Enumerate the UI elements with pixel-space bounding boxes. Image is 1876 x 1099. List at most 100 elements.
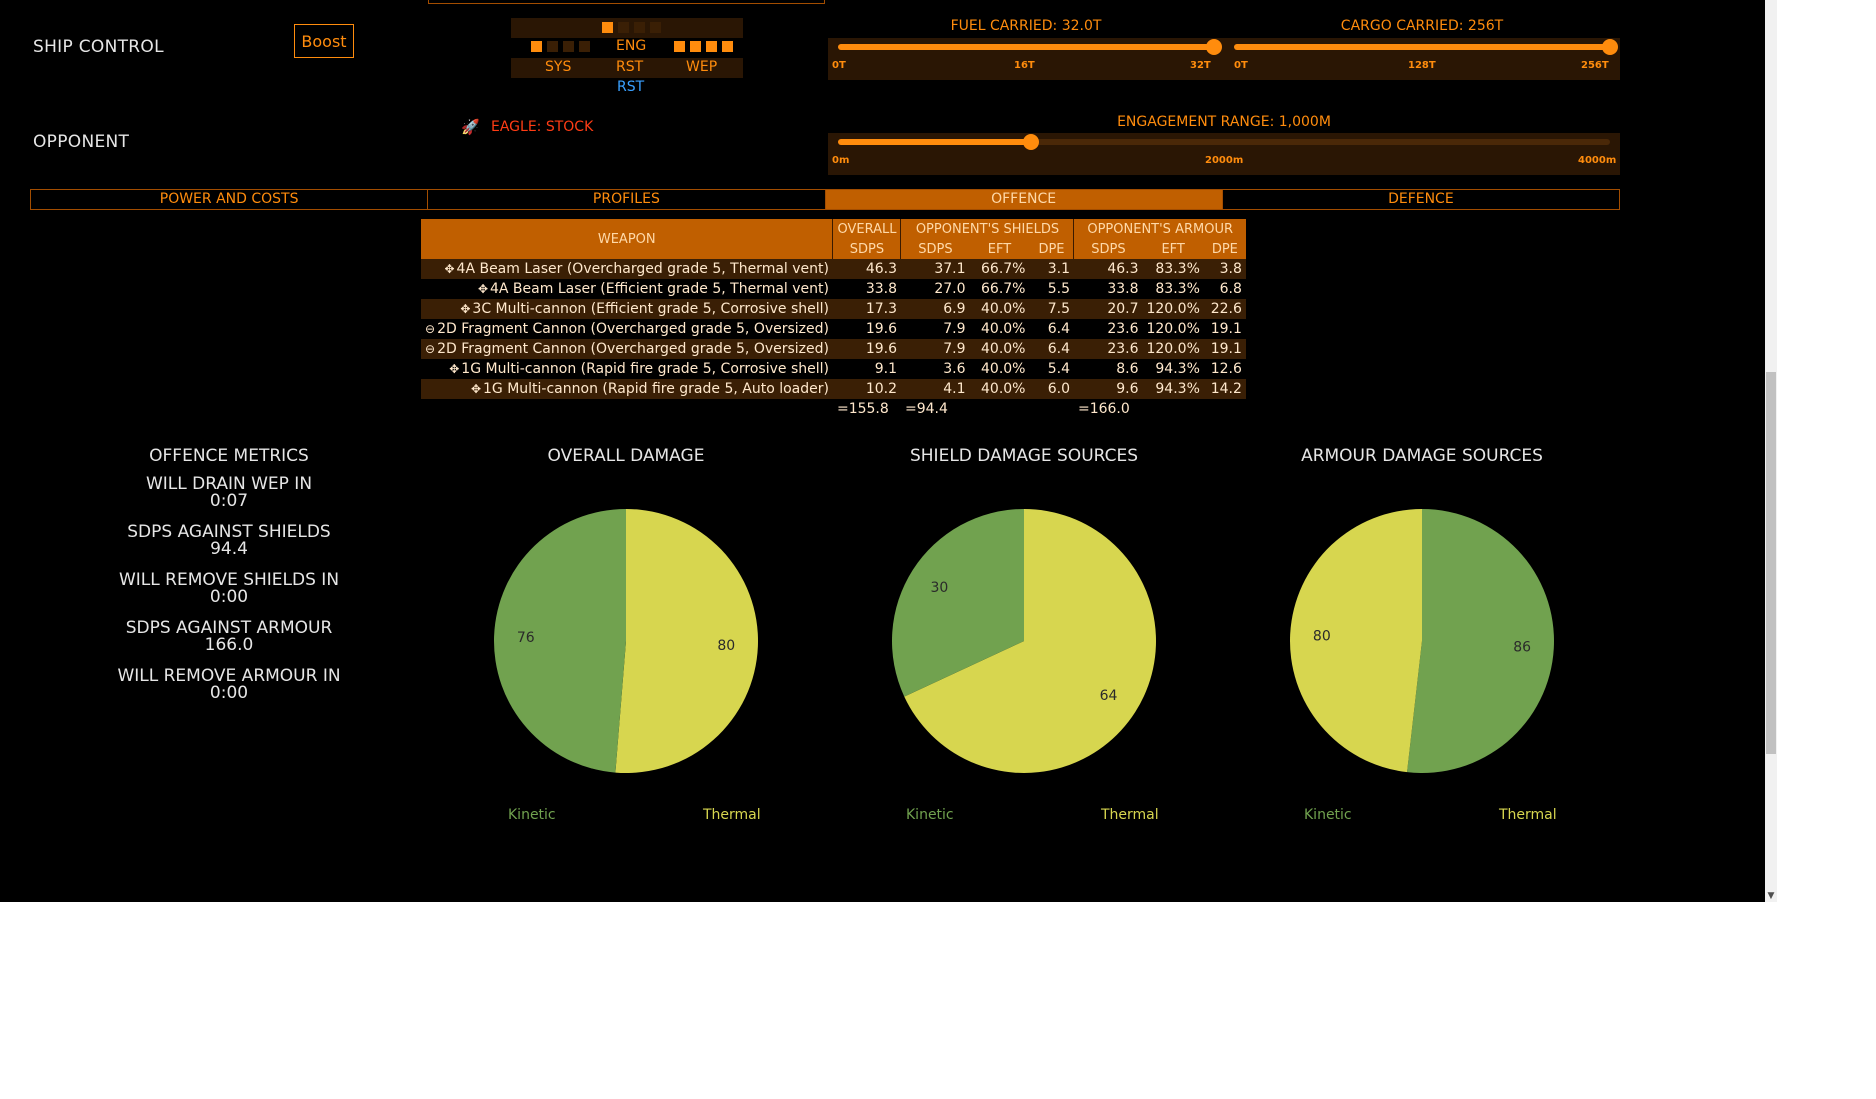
engagement-title: ENGAGEMENT RANGE: 1,000M — [1117, 114, 1331, 130]
gimbal-mount-icon: ✥ — [444, 262, 455, 276]
top-panel-edge — [428, 0, 825, 4]
scroll-down-icon[interactable]: ▼ — [1767, 891, 1775, 901]
weapon-name: 1G Multi-cannon (Rapid fire grade 5, Aut… — [483, 381, 829, 397]
metric-label: WILL REMOVE ARMOUR IN — [117, 666, 341, 686]
armour-damage-title: ARMOUR DAMAGE SOURCES — [1301, 446, 1543, 466]
table-cell: 7.9 — [900, 339, 970, 359]
app-window: SHIP CONTROL Boost ENG SYS RST WEP RST F… — [0, 0, 1765, 902]
tab-power-and-costs[interactable]: POWER AND COSTS — [31, 190, 429, 209]
pie-slice-thermal — [615, 509, 758, 773]
power-distributor[interactable]: ENG SYS RST WEP — [511, 18, 743, 78]
wep-label[interactable]: WEP — [686, 59, 718, 75]
power-pip — [618, 22, 629, 33]
table-cell: 6.9 — [900, 299, 970, 319]
sys-label[interactable]: SYS — [545, 59, 572, 75]
weapon-name-cell: ⊖ 2D Fragment Cannon (Overcharged grade 5… — [421, 339, 833, 359]
weapon-name: 1G Multi-cannon (Rapid fire grade 5, Cor… — [461, 361, 829, 377]
table-cell: 20.7 — [1073, 299, 1143, 319]
engagement-track — [838, 139, 1610, 145]
table-cell: 4.1 — [900, 379, 970, 399]
section-tabs: POWER AND COSTS PROFILES OFFENCE DEFENCE — [30, 189, 1620, 210]
cargo-tick-mid: 128T — [1408, 60, 1436, 71]
cargo-fill — [1234, 44, 1610, 50]
table-cell: 10.2 — [832, 379, 901, 399]
table-row[interactable]: ✥ 4A Beam Laser (Efficient grade 5, Therm… — [421, 279, 1246, 299]
table-row[interactable]: ✥ 1G Multi-cannon (Rapid fire grade 5, Co… — [421, 359, 1246, 379]
fuel-tick-mid: 16T — [1014, 60, 1035, 71]
weapon-name-cell: ✥ 4A Beam Laser (Efficient grade 5, Therm… — [421, 279, 833, 299]
table-cell: 3.8 — [1203, 259, 1246, 279]
overall-damage-title: OVERALL DAMAGE — [547, 446, 705, 466]
table-cell: 120.0% — [1142, 299, 1204, 319]
total-cell — [421, 399, 833, 419]
table-cell: 22.6 — [1203, 299, 1246, 319]
table-cell: 94.3% — [1142, 379, 1204, 399]
table-cell: 6.4 — [1029, 339, 1074, 359]
subheader-armour-dpe: DPE — [1203, 239, 1246, 259]
total-cell — [1203, 399, 1246, 419]
power-pip — [722, 41, 733, 52]
engagement-tick-mid: 2000m — [1205, 155, 1244, 166]
armour-damage-pie: 86 80 — [1290, 509, 1555, 773]
total-cell: =166.0 — [1073, 399, 1143, 419]
weapon-name: 4A Beam Laser (Efficient grade 5, Therma… — [490, 281, 829, 297]
table-row[interactable]: ✥ 4A Beam Laser (Overcharged grade 5, The… — [421, 259, 1246, 279]
total-cell — [1142, 399, 1204, 419]
table-cell: 40.0% — [969, 299, 1030, 319]
cargo-slider[interactable]: 0T 128T 256T — [1224, 38, 1620, 80]
table-cell: 6.8 — [1203, 279, 1246, 299]
tab-defence[interactable]: DEFENCE — [1388, 191, 1454, 207]
armour-header: OPPONENT'S ARMOUR — [1073, 219, 1246, 239]
boost-button[interactable]: Boost — [294, 24, 354, 58]
engagement-knob[interactable] — [1023, 134, 1039, 150]
engagement-tick-min: 0m — [832, 155, 850, 166]
table-cell: 6.4 — [1029, 319, 1074, 339]
pie-value-label: 76 — [517, 630, 535, 646]
table-cell: 66.7% — [969, 279, 1030, 299]
gimbal-mount-icon: ✥ — [449, 362, 460, 376]
table-row[interactable]: ⊖ 2D Fragment Cannon (Overcharged grade 5… — [421, 319, 1246, 339]
power-pip — [531, 41, 542, 52]
cargo-knob[interactable] — [1602, 39, 1618, 55]
fuel-knob[interactable] — [1206, 39, 1222, 55]
weapon-name: 2D Fragment Cannon (Overcharged grade 5,… — [437, 321, 829, 337]
reset-link[interactable]: RST — [617, 79, 645, 95]
table-cell: 19.1 — [1203, 319, 1246, 339]
table-cell: 120.0% — [1142, 339, 1204, 359]
table-cell: 7.5 — [1029, 299, 1074, 319]
subheader-shield-dpe: DPE — [1029, 239, 1074, 259]
table-cell: 9.1 — [832, 359, 901, 379]
fuel-fill — [838, 44, 1214, 50]
table-cell: 46.3 — [832, 259, 901, 279]
power-pip — [563, 41, 574, 52]
table-row[interactable]: ✥ 1G Multi-cannon (Rapid fire grade 5, Au… — [421, 379, 1246, 399]
fuel-slider[interactable]: 0T 16T 32T — [828, 38, 1224, 80]
engagement-slider[interactable]: 0m 2000m 4000m — [828, 133, 1620, 175]
page-scrollbar[interactable]: ▼ — [1765, 0, 1777, 902]
table-row[interactable]: ⊖ 2D Fragment Cannon (Overcharged grade 5… — [421, 339, 1246, 359]
table-cell: 33.8 — [1073, 279, 1143, 299]
metric-label: WILL REMOVE SHIELDS IN — [118, 570, 340, 590]
power-pip — [706, 41, 717, 52]
table-row[interactable]: ✥ 3C Multi-cannon (Efficient grade 5, Cor… — [421, 299, 1246, 319]
weapon-name-cell: ✥ 1G Multi-cannon (Rapid fire grade 5, Co… — [421, 359, 833, 379]
total-cell — [969, 399, 1030, 419]
legend-thermal: Thermal — [1499, 807, 1557, 823]
legend-kinetic: Kinetic — [508, 807, 556, 823]
opponent-ship[interactable]: EAGLE: STOCK — [491, 119, 594, 135]
legend-thermal: Thermal — [703, 807, 761, 823]
eng-label[interactable]: ENG — [616, 38, 647, 54]
rst-label[interactable]: RST — [616, 59, 644, 75]
fuel-tick-min: 0T — [832, 60, 846, 71]
weapons-table: WEAPON OVERALL OPPONENT'S SHIELDS OPPONE… — [421, 219, 1246, 419]
table-cell: 40.0% — [969, 319, 1030, 339]
tab-profiles[interactable]: PROFILES — [428, 190, 826, 209]
tab-offence[interactable]: OFFENCE — [825, 190, 1223, 209]
power-pip — [690, 41, 701, 52]
scrollbar-thumb[interactable] — [1766, 372, 1776, 754]
table-cell: 27.0 — [900, 279, 970, 299]
power-pip — [579, 41, 590, 52]
metric-value: 0:00 — [209, 683, 249, 703]
cargo-tick-max: 256T — [1581, 60, 1609, 71]
pie-value-label: 80 — [1313, 628, 1331, 644]
